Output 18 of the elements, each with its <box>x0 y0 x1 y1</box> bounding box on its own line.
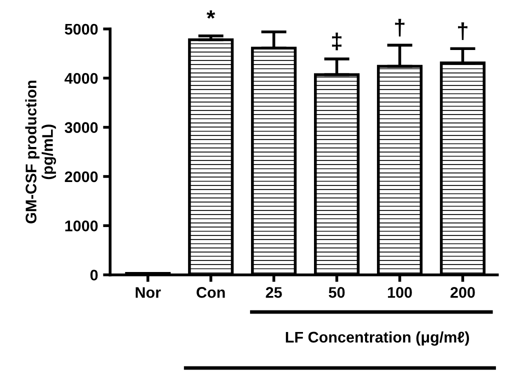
x-tick-label: 50 <box>328 287 345 298</box>
annotation: ‡ <box>332 32 342 50</box>
y-tick-label: 3000 <box>64 122 98 134</box>
x-tick-label: Con <box>196 287 225 298</box>
y-tick-label: 1000 <box>65 220 98 232</box>
y-axis-title: GM-CSF production (pg/mL) <box>25 80 56 224</box>
y-tick-label: 5000 <box>64 24 98 35</box>
annotation: * <box>206 10 216 19</box>
x-tick-label: Nor <box>136 287 161 298</box>
x-tick-label: 100 <box>388 287 412 298</box>
annotation: † <box>458 22 468 40</box>
y-tick-label: 4000 <box>64 72 98 84</box>
y-tick-label: 0 <box>90 270 98 281</box>
y-tick-label: 2000 <box>64 171 98 182</box>
annotation: † <box>395 18 404 37</box>
x-tick-label: 200 <box>450 287 475 298</box>
x-tick-label: 25 <box>266 287 282 298</box>
x-axis-title: LF Concentration (μg/mℓ) <box>286 331 469 346</box>
